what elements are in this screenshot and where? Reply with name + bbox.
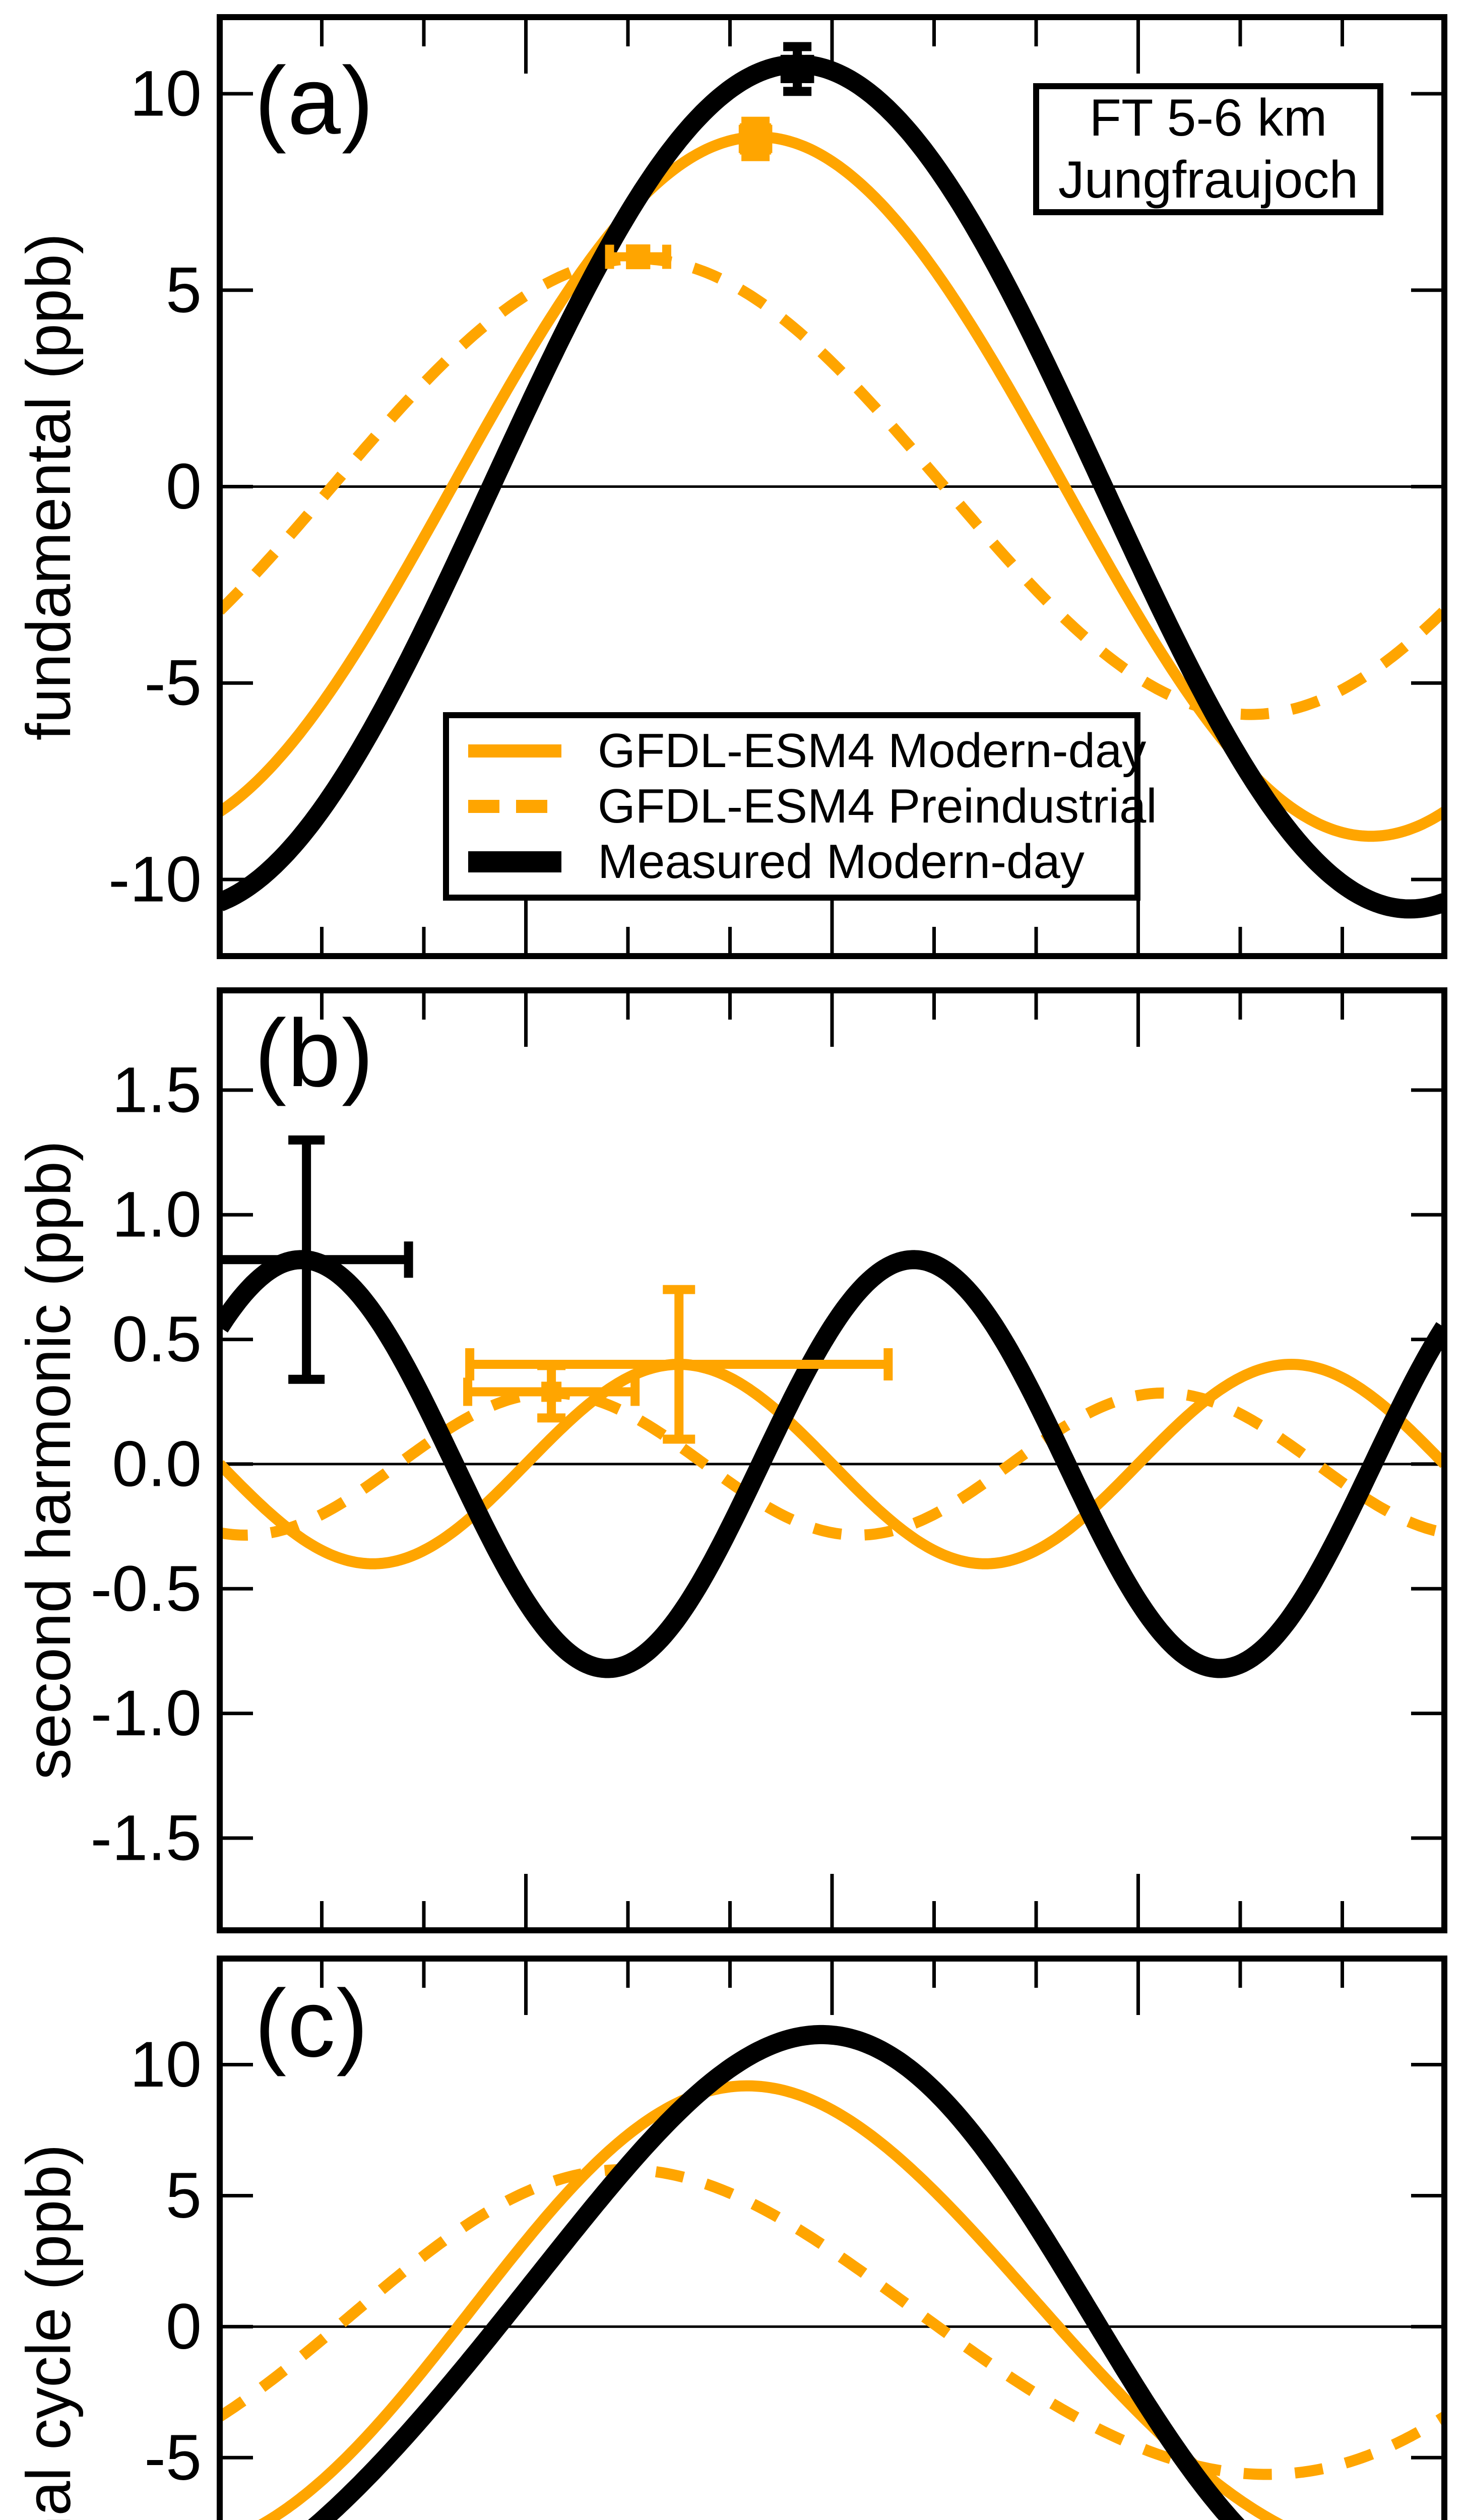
curve-gfdl-esm4-modern-day	[220, 1359, 1444, 1569]
station-annotation-box: FT 5-6 km Jungfraujoch	[1033, 83, 1383, 215]
y-tick-label: 1.0	[112, 1179, 202, 1251]
panel-border-b	[217, 987, 1447, 1933]
curve-gfdl-esm4-preindustrial	[220, 1387, 1444, 1541]
orange-solid-line-swatch	[468, 744, 561, 758]
panel-c-ytitle: seasonal cycle (ppb)	[14, 2144, 84, 2520]
legend-item-preindustrial: GFDL-ESM4 Preindustrial	[468, 779, 1157, 834]
curve-gfdl-esm4-modern-day	[258, 2080, 1284, 2520]
station-annotation-line1: FT 5-6 km	[1089, 89, 1327, 148]
station-annotation-line2: Jungfraujoch	[1058, 151, 1359, 209]
marker-square	[783, 54, 812, 83]
curve-gfdl-esm4-preindustrial	[220, 2164, 1444, 2480]
y-tick-label: -1.0	[90, 1677, 202, 1749]
black-thick-line-swatch	[468, 851, 561, 872]
curve-measured-modern-day	[308, 2025, 1245, 2520]
marker-square	[740, 123, 772, 155]
y-tick-label: 10	[130, 58, 202, 130]
y-tick-label: 0	[166, 2291, 202, 2363]
panel-a: 10 5 0 -5 -10	[108, 14, 1447, 959]
y-tick-label: 0.5	[112, 1303, 202, 1375]
panel-b: 1.5 1.0 0.5 0.0 -0.5 -1.0 -1.5	[90, 987, 1447, 1933]
panel-c-label: (c)	[254, 1970, 369, 2077]
legend-item-modern: GFDL-ESM4 Modern-day	[468, 723, 1146, 779]
y-tick-label: 0.0	[112, 1428, 202, 1500]
marker-square	[626, 244, 651, 269]
orange-dashed-line-swatch	[468, 800, 561, 813]
legend-label-measured: Measured Modern-day	[598, 835, 1085, 889]
y-tick-label: -5	[144, 2422, 202, 2494]
legend: GFDL-ESM4 Modern-day GFDL-ESM4 Preindust…	[443, 712, 1157, 901]
panel-border-c	[217, 1956, 1447, 2520]
marker-measured-modern-day	[220, 1135, 413, 1384]
curve-measured-modern-day	[220, 1250, 1444, 1678]
marker-square	[541, 1381, 562, 1402]
curve-gfdl-esm4-preindustrial	[220, 253, 1444, 720]
panel-a-ytitle: fundamental (ppb)	[14, 233, 84, 741]
marker-gfdl-esm4-preindustrial	[605, 244, 671, 270]
y-tick-label: 0	[166, 451, 202, 523]
panel-border-a	[217, 14, 1447, 959]
panel-b-ytitle: second harmonic (ppb)	[14, 1140, 84, 1780]
y-tick-label: 5	[166, 254, 202, 326]
y-tick-label: -10	[108, 843, 202, 915]
marker-measured-modern-day	[780, 42, 814, 96]
legend-label-preindustrial: GFDL-ESM4 Preindustrial	[598, 779, 1157, 833]
marker-gfdl-esm4-modern-day	[465, 1285, 893, 1444]
y-tick-label: -0.5	[90, 1553, 202, 1625]
legend-item-measured: Measured Modern-day	[468, 834, 1134, 890]
panel-b-label: (b)	[254, 1000, 375, 1107]
marker-gfdl-esm4-modern-day	[738, 116, 773, 161]
y-tick-label: 1.5	[112, 1054, 202, 1126]
y-tick-label: -1.5	[90, 1802, 202, 1874]
y-tick-label: 10	[130, 2029, 202, 2101]
y-tick-label: -5	[144, 647, 202, 719]
legend-label-modern: GFDL-ESM4 Modern-day	[598, 724, 1147, 778]
panel-a-label: (a)	[254, 47, 375, 154]
curve-measured-modern-day	[220, 54, 1444, 919]
y-tick-label: 5	[166, 2160, 202, 2232]
